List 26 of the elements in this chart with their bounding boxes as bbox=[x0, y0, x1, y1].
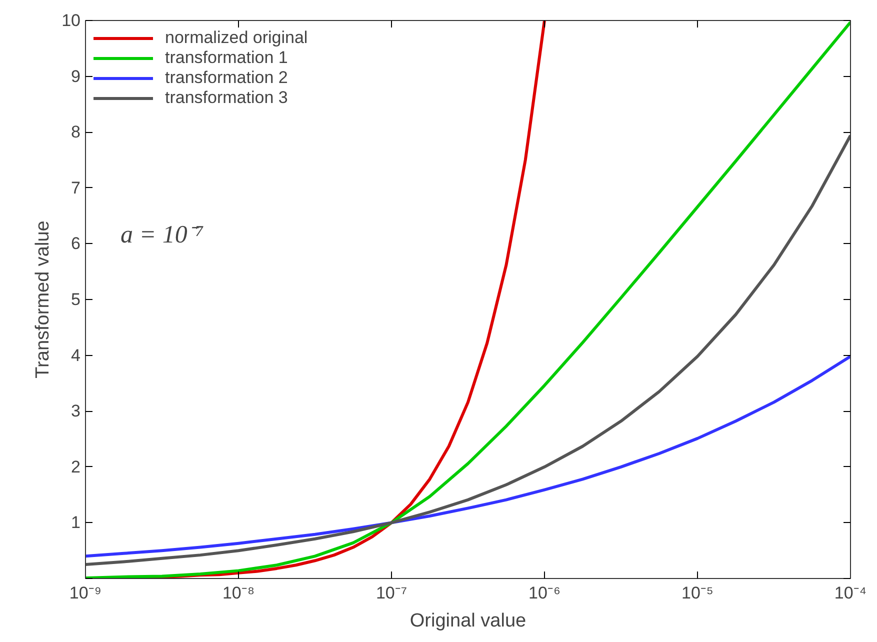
y-tick-label: 1 bbox=[71, 513, 81, 532]
annotation: a = 10⁻⁷ bbox=[120, 222, 204, 248]
x-tick-label: 10⁻⁷ bbox=[376, 584, 408, 602]
x-tick-label: 10⁻⁹ bbox=[69, 584, 102, 602]
y-axis-title: Transformed value bbox=[32, 220, 54, 378]
y-tick-label: 8 bbox=[71, 122, 81, 142]
legend-label: transformation 2 bbox=[165, 68, 288, 88]
y-tick-label: 4 bbox=[71, 346, 81, 365]
y-tick-label: 2 bbox=[71, 457, 81, 476]
y-tick-label: 5 bbox=[71, 290, 81, 309]
x-axis-title: Original value bbox=[410, 610, 526, 632]
line-series bbox=[86, 20, 850, 578]
legend-label: normalized original bbox=[165, 28, 308, 48]
y-tick-label: 10 bbox=[62, 11, 81, 30]
y-tick-label: 3 bbox=[71, 402, 81, 421]
line-series bbox=[86, 134, 850, 566]
x-tick-label: 10⁻⁶ bbox=[528, 584, 560, 602]
x-tick-label: 10⁻⁴ bbox=[834, 584, 867, 602]
x-tick-label: 10⁻⁸ bbox=[222, 584, 255, 602]
legend-label: transformation 3 bbox=[165, 88, 288, 108]
y-tick-label: 6 bbox=[71, 234, 81, 254]
legend-label: transformation 1 bbox=[165, 48, 288, 68]
line-series bbox=[86, 354, 850, 558]
y-tick-label: 7 bbox=[71, 178, 81, 198]
x-tick-label: 10⁻⁵ bbox=[682, 584, 714, 602]
y-tick-label: 9 bbox=[71, 66, 81, 86]
